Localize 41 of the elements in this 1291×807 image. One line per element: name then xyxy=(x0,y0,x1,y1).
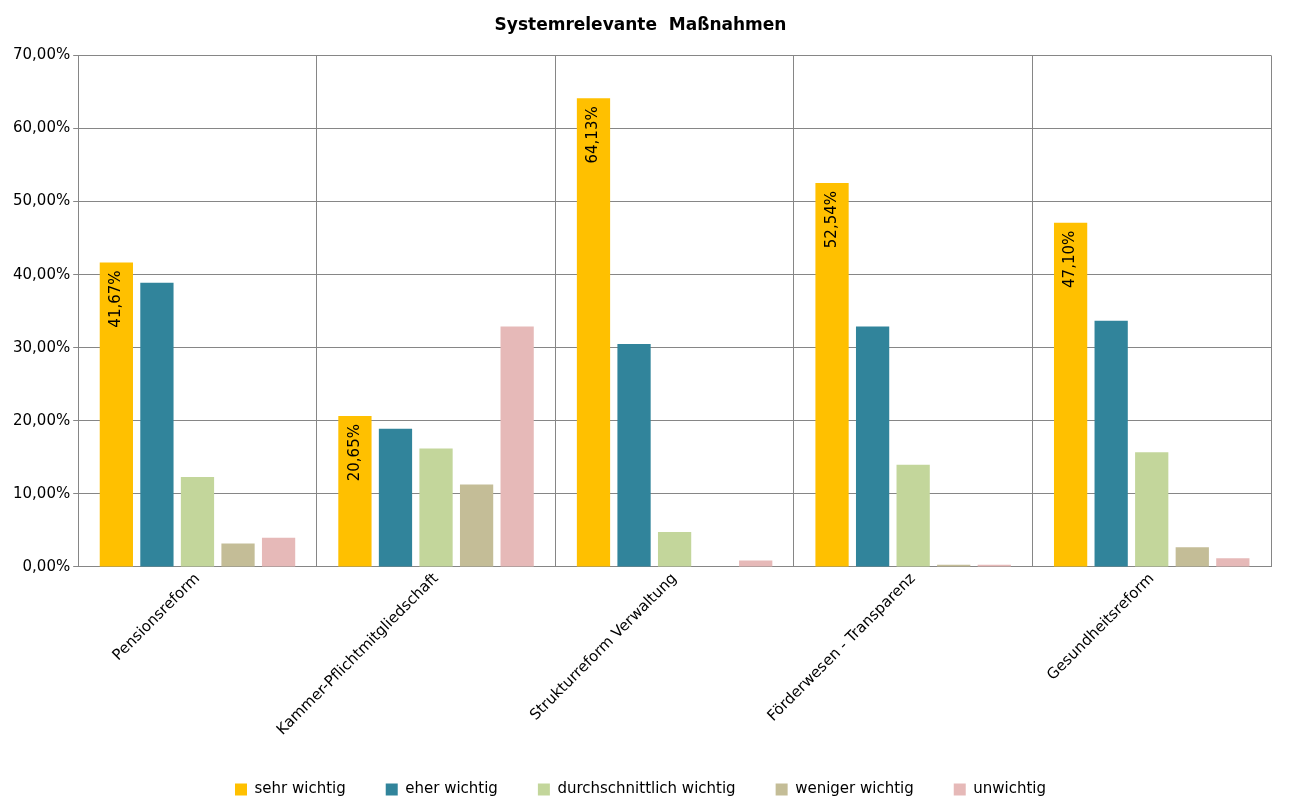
legend-label: weniger wichtig xyxy=(795,779,914,798)
bar xyxy=(1175,547,1209,567)
chart-title: Systemrelevante Maßnahmen xyxy=(494,13,787,34)
bar xyxy=(617,344,651,567)
bar xyxy=(1216,558,1250,567)
data-label: 64,13% xyxy=(583,106,602,164)
bar xyxy=(99,262,133,567)
bar xyxy=(419,448,453,567)
bar xyxy=(576,98,611,567)
legend-label: durchschnittlich wichtig xyxy=(557,779,736,798)
legend-label: eher wichtig xyxy=(405,779,498,798)
bar xyxy=(500,326,534,567)
y-tick-label: 60,00% xyxy=(12,118,71,137)
bar xyxy=(261,537,296,567)
y-tick-label: 0,00% xyxy=(22,556,71,575)
y-tick-label: 30,00% xyxy=(12,337,71,356)
legend-label: unwichtig xyxy=(973,779,1047,798)
data-label: 20,65% xyxy=(344,424,363,482)
bar xyxy=(657,531,692,567)
bar xyxy=(815,183,849,567)
y-tick-label: 70,00% xyxy=(12,45,71,64)
y-tick-label: 40,00% xyxy=(12,264,71,283)
bar xyxy=(1094,320,1128,567)
y-tick-label: 20,00% xyxy=(12,410,71,429)
bar xyxy=(140,282,174,567)
bar xyxy=(855,326,890,567)
bar xyxy=(221,543,255,567)
data-label: 52,54% xyxy=(821,191,840,249)
y-tick-label: 10,00% xyxy=(12,483,71,502)
bar xyxy=(338,416,372,567)
bar xyxy=(459,484,494,567)
legend-label: sehr wichtig xyxy=(254,779,346,798)
y-tick-label: 50,00% xyxy=(12,191,71,210)
bar xyxy=(378,428,413,567)
bar xyxy=(1053,222,1088,567)
bar xyxy=(739,560,773,567)
bar xyxy=(1135,452,1169,567)
bar xyxy=(896,464,930,567)
data-label: 47,10% xyxy=(1060,230,1079,288)
data-label: 41,67% xyxy=(106,270,125,328)
bar xyxy=(180,477,215,567)
